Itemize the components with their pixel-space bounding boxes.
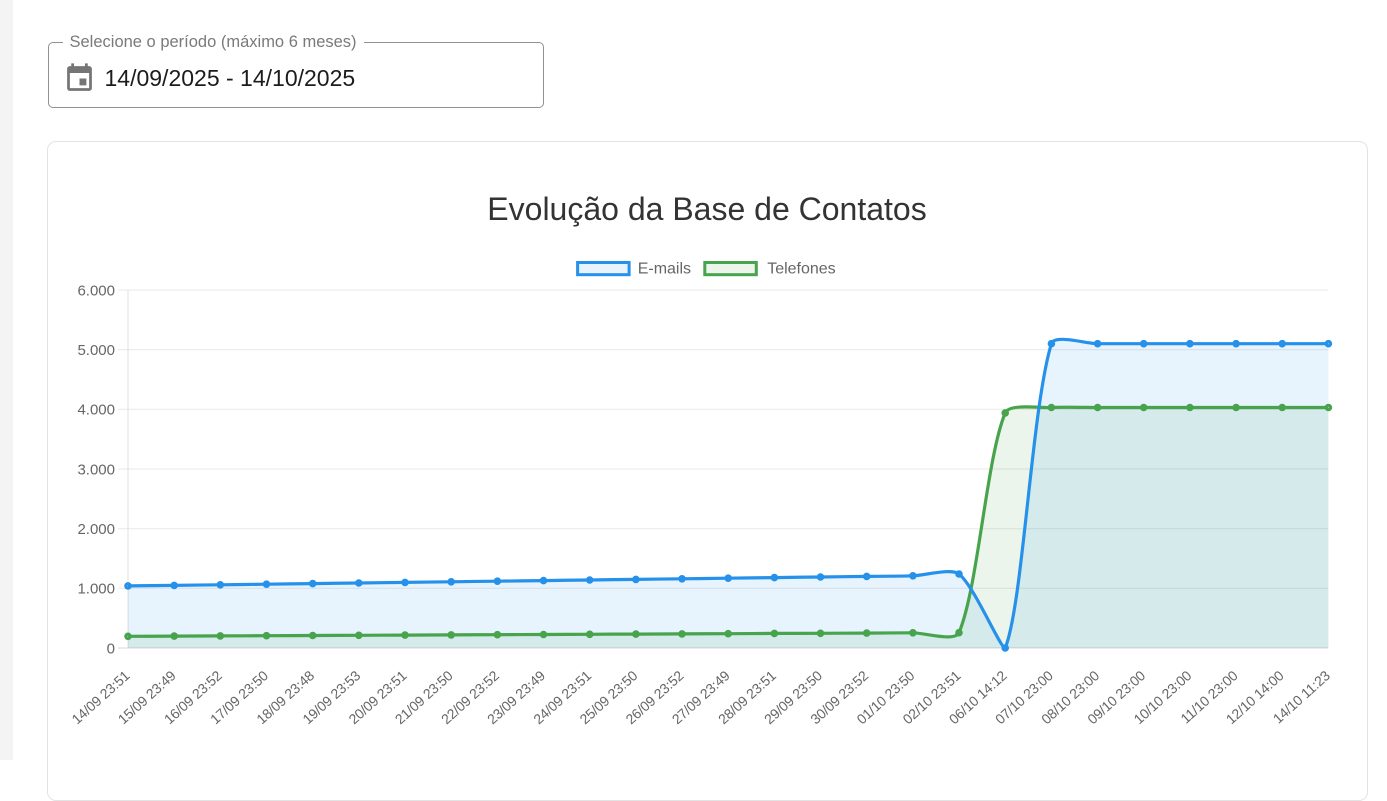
svg-text:5.000: 5.000 bbox=[77, 342, 115, 359]
svg-text:3.000: 3.000 bbox=[77, 461, 115, 478]
svg-text:E-mails: E-mails bbox=[638, 261, 691, 278]
svg-text:4.000: 4.000 bbox=[77, 402, 115, 419]
svg-text:2.000: 2.000 bbox=[77, 521, 115, 538]
svg-text:Evolução da Base de Contatos: Evolução da Base de Contatos bbox=[487, 191, 926, 227]
svg-text:0: 0 bbox=[107, 640, 115, 657]
svg-text:Telefones: Telefones bbox=[767, 261, 836, 278]
svg-text:6.000: 6.000 bbox=[77, 282, 115, 299]
svg-text:1.000: 1.000 bbox=[77, 581, 115, 598]
